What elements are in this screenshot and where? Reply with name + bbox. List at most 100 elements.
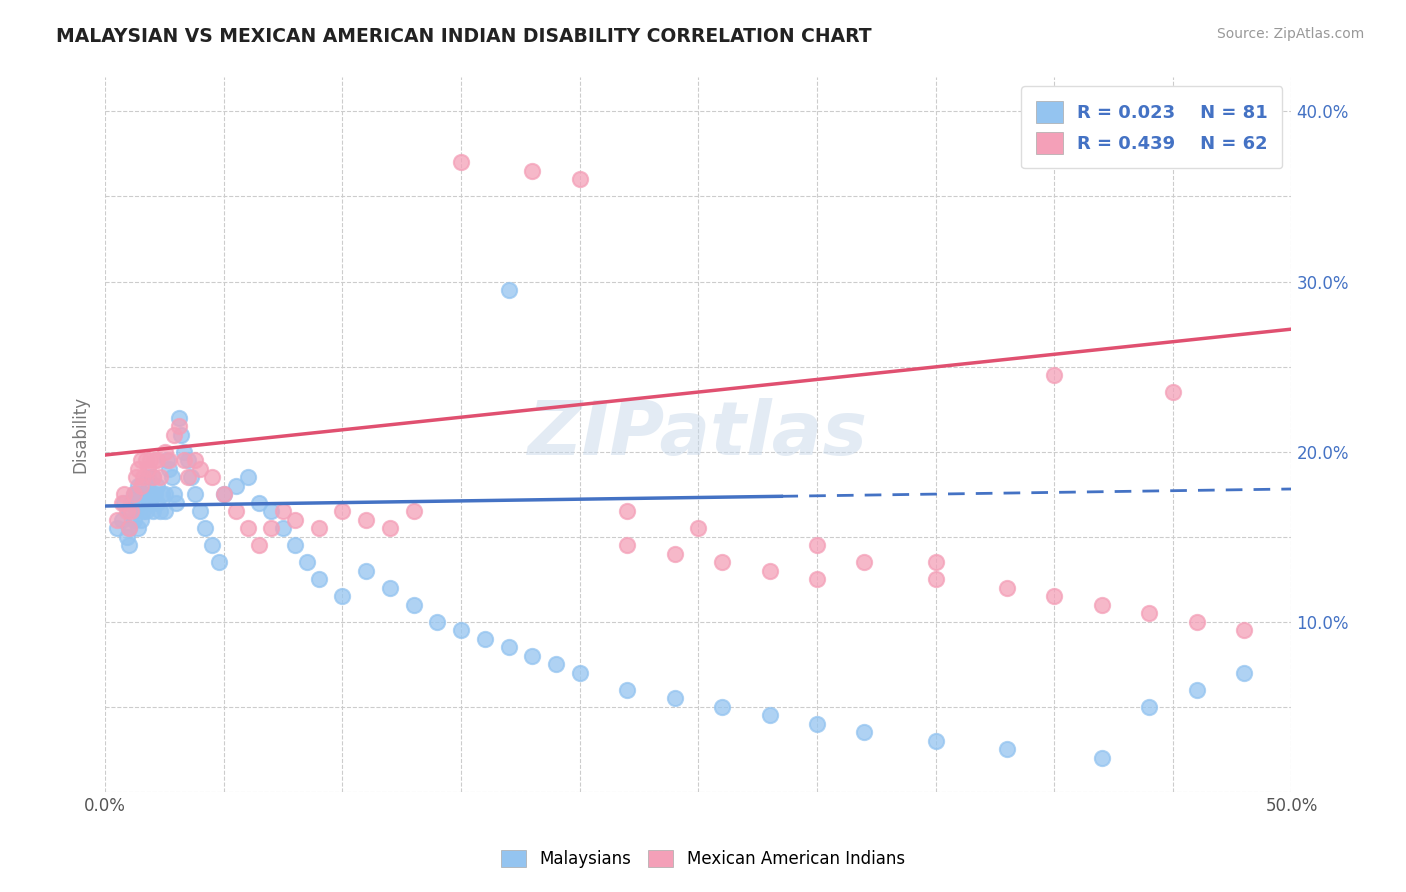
Point [260,504,283,518]
Point [201,470,224,484]
Point [136,487,159,501]
Point [1091,598,1114,612]
Point [153,444,176,458]
Point [616,504,638,518]
Point [295,555,318,569]
Point [115,504,138,518]
Text: Source: ZipAtlas.com: Source: ZipAtlas.com [1216,27,1364,41]
Point [188,461,211,475]
Point [135,453,157,467]
Point [157,453,180,467]
Point [450,623,472,637]
Point [118,504,141,518]
Point [924,555,946,569]
Point [308,572,330,586]
Point [118,521,141,535]
Point [212,487,235,501]
Point [125,504,148,518]
Point [522,164,544,178]
Point [127,461,149,475]
Point [105,521,128,535]
Point [284,538,307,552]
Point [132,470,155,484]
Point [143,487,166,501]
Point [115,530,138,544]
Point [173,453,195,467]
Y-axis label: Disability: Disability [72,396,89,473]
Point [568,665,591,680]
Point [474,632,496,646]
Point [125,487,148,501]
Point [142,487,165,501]
Point [924,572,946,586]
Point [112,495,135,509]
Point [177,470,200,484]
Point [853,725,876,739]
Point [332,504,354,518]
Point [142,470,165,484]
Point [568,172,591,186]
Point [271,504,294,518]
Point [111,495,134,509]
Point [711,555,734,569]
Point [157,461,180,475]
Point [111,513,134,527]
Point [170,427,193,442]
Point [1233,623,1256,637]
Point [1233,665,1256,680]
Point [127,521,149,535]
Point [1043,589,1066,603]
Point [758,564,780,578]
Point [125,470,148,484]
Point [188,504,211,518]
Point [163,487,186,501]
Point [129,478,152,492]
Point [271,521,294,535]
Point [184,487,207,501]
Point [146,453,169,467]
Point [142,504,165,518]
Point [498,640,520,655]
Point [129,487,152,501]
Point [924,733,946,747]
Point [1043,368,1066,382]
Point [122,487,145,501]
Point [118,521,141,535]
Point [139,495,162,509]
Point [664,547,686,561]
Point [149,470,172,484]
Point [194,521,217,535]
Point [129,453,152,467]
Point [426,615,449,629]
Point [208,555,231,569]
Point [201,538,224,552]
Point [498,283,520,297]
Point [129,513,152,527]
Point [143,453,166,467]
Point [139,453,162,467]
Point [212,487,235,501]
Point [308,521,330,535]
Point [402,598,425,612]
Point [378,521,401,535]
Point [1185,682,1208,697]
Point [236,470,259,484]
Point [1137,606,1160,620]
Point [616,682,638,697]
Point [402,504,425,518]
Point [616,538,638,552]
Point [136,461,159,475]
Point [129,495,152,509]
Point [1161,385,1184,400]
Point [167,419,190,434]
Point [163,427,186,442]
Point [132,487,155,501]
Point [225,504,247,518]
Point [136,470,159,484]
Point [853,555,876,569]
Point [1091,750,1114,764]
Point [249,538,271,552]
Point [664,691,686,706]
Point [522,648,544,663]
Point [378,581,401,595]
